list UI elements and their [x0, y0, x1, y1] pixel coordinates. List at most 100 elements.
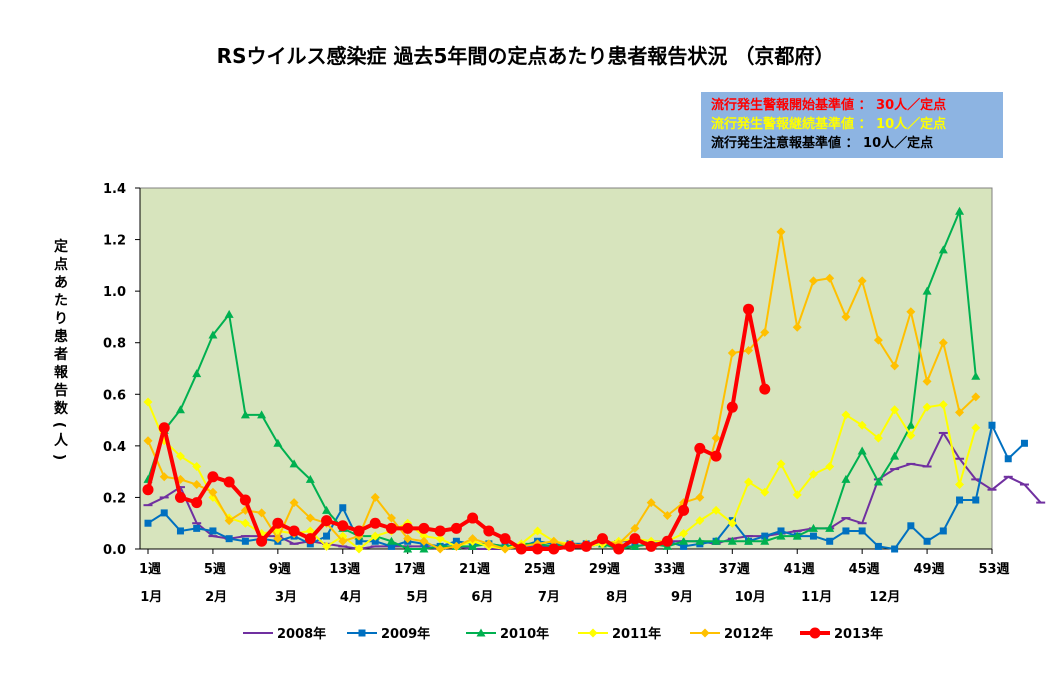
data-point: [305, 513, 315, 523]
data-point: [873, 335, 883, 345]
data-point: [873, 433, 883, 443]
data-point: [241, 537, 249, 545]
x-tick-label: 5週: [204, 562, 226, 577]
data-point: [744, 345, 754, 355]
plot-area: [139, 187, 993, 550]
data-point: [175, 451, 185, 461]
data-point: [858, 527, 866, 535]
data-point: [711, 433, 721, 443]
data-point: [305, 474, 315, 483]
x-tick-label: 53週: [978, 562, 1009, 577]
y-tick-label: 1.0: [103, 285, 126, 300]
data-point: [922, 376, 932, 386]
data-point: [192, 461, 202, 471]
data-point: [435, 544, 445, 554]
x-tick-label: 29週: [589, 562, 620, 577]
data-point: [339, 504, 347, 512]
data-point: [174, 491, 186, 503]
legend-label: 2011年: [612, 626, 661, 642]
data-point: [613, 543, 625, 555]
data-point: [434, 525, 446, 537]
data-point: [906, 420, 916, 429]
alert-continue-threshold: 流行発生警報継続基準値 ： 10人／定点: [711, 117, 947, 132]
data-point: [727, 518, 737, 528]
y-tick-label: 0.8: [103, 337, 126, 352]
alert-threshold-box: 流行発生警報開始基準値 ： 30人／定点 流行発生警報継続基準値 ： 10人／定…: [701, 92, 1003, 158]
data-point: [224, 309, 234, 318]
x-axis: 1週 5週 9週 13週 17週 21週 25週 29週 33週 37週 41週 45週 49週 53週 1…: [139, 548, 1010, 605]
data-point: [353, 525, 365, 537]
data-point: [744, 477, 754, 487]
data-point: [680, 542, 688, 550]
alert-start-threshold: 流行発生警報開始基準値 ： 30人／定点: [711, 98, 947, 113]
data-point: [678, 504, 690, 516]
month-label: 5月: [406, 590, 428, 605]
data-point: [972, 496, 980, 504]
data-point: [727, 348, 737, 358]
data-point: [272, 517, 284, 529]
data-point: [192, 369, 202, 378]
y-axis: 0.0 0.2 0.4 0.6 0.8 1.0 1.2 1.4: [103, 182, 141, 558]
legend-marker: [700, 628, 710, 638]
data-point: [176, 527, 184, 535]
y-axis-label-char: あ: [54, 275, 68, 291]
data-point: [419, 531, 429, 541]
data-point: [208, 487, 218, 497]
data-point: [857, 276, 867, 286]
data-point: [841, 474, 851, 483]
data-point: [468, 534, 478, 544]
data-point: [321, 515, 333, 527]
data-point: [273, 438, 283, 447]
data-point: [955, 407, 965, 417]
month-label: 6月: [471, 590, 493, 605]
x-tick-label: 9週: [269, 562, 291, 577]
data-point: [679, 529, 689, 539]
x-tick-label: 37週: [719, 562, 750, 577]
data-point: [825, 273, 835, 283]
legend-label: 2008年: [277, 626, 326, 642]
data-point: [370, 492, 380, 502]
data-point: [825, 461, 835, 471]
data-point: [323, 532, 331, 540]
data-point: [890, 451, 900, 460]
data-point: [337, 520, 349, 532]
y-axis-label-char: 報: [54, 365, 68, 381]
data-point: [289, 498, 299, 508]
data-point: [451, 541, 461, 551]
data-point: [175, 405, 185, 414]
data-point: [777, 527, 785, 535]
data-point: [971, 392, 981, 402]
data-point: [711, 536, 721, 545]
data-point: [289, 459, 299, 468]
data-point: [695, 492, 705, 502]
data-point: [1020, 439, 1028, 447]
data-point: [890, 405, 900, 415]
data-point: [988, 421, 996, 429]
month-label: 11月: [801, 590, 832, 605]
data-point: [450, 522, 462, 534]
data-point: [906, 431, 916, 441]
data-point: [239, 494, 251, 506]
data-point: [662, 510, 672, 520]
data-point: [808, 523, 818, 532]
data-point: [467, 512, 479, 524]
month-label: 9月: [671, 590, 693, 605]
data-point: [240, 410, 250, 419]
legend-label: 2009年: [381, 626, 430, 642]
data-point: [548, 543, 560, 555]
data-point: [971, 371, 981, 380]
data-point: [370, 531, 380, 541]
data-point: [418, 522, 430, 534]
data-point: [580, 540, 592, 552]
data-point: [403, 544, 413, 553]
data-point: [532, 543, 544, 555]
series-line: [147, 401, 977, 550]
month-label: 12月: [869, 590, 900, 605]
data-point: [955, 480, 965, 490]
month-label: 1月: [140, 590, 162, 605]
legend-label: 2013年: [834, 626, 883, 642]
y-axis-label-char: た: [54, 293, 68, 309]
data-point: [564, 540, 576, 552]
data-point: [159, 472, 169, 482]
data-point: [792, 531, 802, 540]
